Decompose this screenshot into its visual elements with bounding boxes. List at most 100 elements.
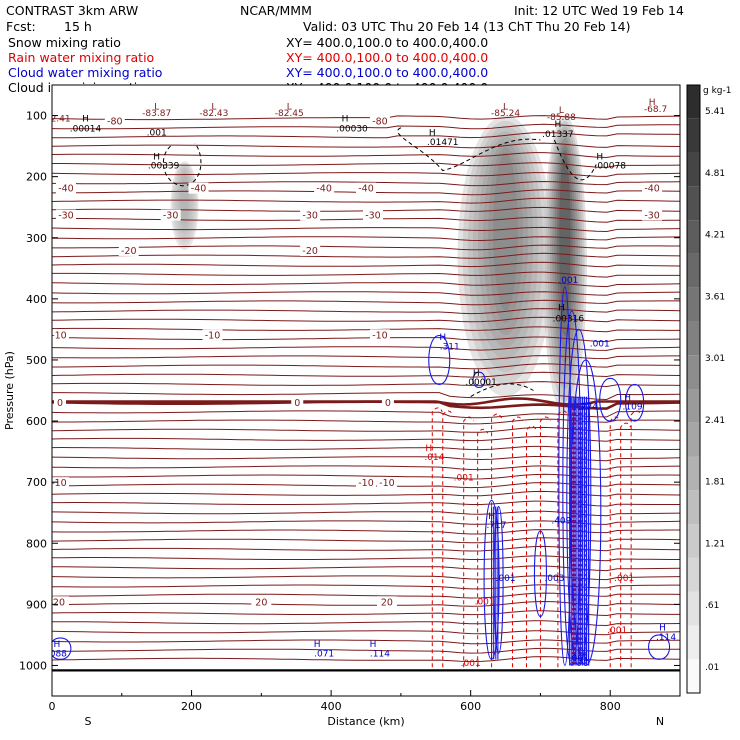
isotherm-label-bg bbox=[55, 209, 76, 221]
extremum-label: .088 bbox=[47, 649, 67, 659]
isotherm bbox=[52, 132, 680, 139]
extremum-label: .01337 bbox=[542, 130, 574, 140]
extremum-label: .001 bbox=[558, 276, 578, 286]
extremum-label: .114 bbox=[370, 649, 390, 659]
freezing-level-label: 0 bbox=[294, 398, 300, 409]
isotherm bbox=[52, 197, 680, 204]
contour-labels: -80 -80 -40 -40 -40 -40 -40 -30 -30 -30 -30 -30 -20 -… bbox=[47, 98, 676, 669]
isotherm bbox=[52, 271, 680, 278]
isotherm-label: -30 bbox=[163, 211, 179, 222]
colorbar-label: .01 bbox=[705, 663, 719, 673]
isotherm-label-bg bbox=[118, 244, 139, 256]
isotherm-label: -40 bbox=[191, 184, 207, 195]
colorbar-swatch bbox=[687, 321, 700, 356]
isotherm bbox=[52, 162, 680, 168]
colorbar-swatch bbox=[687, 220, 700, 254]
colorbar-swatch bbox=[687, 389, 700, 423]
isotherm bbox=[52, 545, 680, 552]
freezing-label-bg bbox=[291, 397, 304, 409]
y-tick-label: 400 bbox=[26, 293, 47, 306]
colorbar-unit: g kg-1 bbox=[703, 86, 731, 96]
x-tick-label: 400 bbox=[321, 700, 342, 713]
extremum-label: H bbox=[659, 624, 666, 634]
isotherm bbox=[52, 244, 680, 251]
isotherm-label: -10 bbox=[358, 478, 374, 489]
rain-contour bbox=[525, 425, 537, 668]
x-tick-label: 600 bbox=[460, 700, 481, 713]
extremum-label: H bbox=[624, 393, 631, 403]
isotherm bbox=[52, 647, 680, 654]
extremum-label: .001 bbox=[475, 597, 495, 607]
y-tick-label: 900 bbox=[26, 598, 47, 611]
org-label: NCAR/MMM bbox=[240, 3, 312, 18]
isotherm bbox=[52, 336, 680, 343]
extremum-label: H bbox=[473, 369, 480, 379]
cloud-water-contour bbox=[472, 371, 486, 388]
field-xy: XY= 400.0,100.0 to 400.0,400.0 bbox=[286, 35, 488, 50]
freezing-label-bg bbox=[54, 397, 66, 409]
rain-contour bbox=[463, 416, 475, 668]
isotherm bbox=[52, 281, 680, 288]
extremum-label: L bbox=[503, 102, 508, 112]
extremum-label: .001 bbox=[590, 340, 610, 350]
colorbar-label: 3.61 bbox=[705, 292, 725, 302]
extremum-label: H bbox=[153, 153, 160, 163]
colorbar-swatch bbox=[687, 186, 700, 221]
extremum-label: H bbox=[314, 640, 321, 650]
extremum-label: L bbox=[287, 102, 292, 112]
extremum-label: .001 bbox=[607, 626, 627, 636]
y-tick-label: 200 bbox=[26, 171, 47, 184]
extremum-label: L bbox=[211, 102, 216, 112]
isotherm bbox=[52, 172, 680, 177]
cloud-water-contour bbox=[599, 377, 622, 422]
isotherm-label: -40 bbox=[316, 184, 332, 195]
isotherm bbox=[52, 418, 680, 425]
isotherm-label-bg bbox=[202, 329, 223, 341]
isotherm bbox=[52, 115, 680, 121]
isotherm-label-bg bbox=[369, 115, 390, 127]
isotherm bbox=[52, 639, 680, 645]
extremum-label: .00014 bbox=[70, 124, 102, 134]
snow-shade-band bbox=[559, 154, 571, 324]
colorbar-label: 3.01 bbox=[705, 354, 725, 364]
rain-contour bbox=[512, 416, 523, 668]
extremum-label: L bbox=[559, 106, 564, 116]
y-axis-title: Pressure (hPa) bbox=[3, 351, 16, 430]
isotherm-label: 20 bbox=[53, 597, 65, 608]
extremum-label: .00339 bbox=[148, 162, 180, 172]
colorbar-swatch bbox=[687, 591, 700, 626]
isotherm bbox=[52, 490, 680, 497]
extremum-label: H bbox=[429, 129, 436, 139]
cloud-ice-contour bbox=[553, 139, 597, 181]
colorbar: g kg-1 .01 .61 1.21 1.81 2.41 3.01 3.61 4.21 4.81… bbox=[686, 84, 731, 694]
colorbar-swatch bbox=[687, 253, 700, 288]
isotherm-label: 20 bbox=[255, 597, 267, 608]
extremum-label: H bbox=[558, 303, 565, 313]
plot-frame bbox=[51, 84, 681, 697]
extremum-label: .224 bbox=[578, 402, 598, 412]
extremum-label: .001 bbox=[454, 473, 474, 483]
colorbar-label: 5.41 bbox=[705, 107, 725, 117]
rain-contour bbox=[442, 410, 454, 668]
colorbar-label: .61 bbox=[705, 601, 719, 611]
isotherm-label: -40 bbox=[58, 184, 74, 195]
extremum-label: .003 bbox=[544, 574, 564, 584]
isotherm bbox=[52, 510, 680, 517]
rain-contour bbox=[431, 407, 443, 668]
y-tick-label: 600 bbox=[26, 415, 47, 428]
extremum-label: H bbox=[425, 444, 432, 454]
isotherm bbox=[52, 584, 680, 590]
colorbar-swatch bbox=[687, 422, 700, 457]
extremum-label: .00030 bbox=[336, 124, 368, 134]
isotherm bbox=[52, 180, 680, 187]
isotherm bbox=[52, 142, 680, 149]
rain-contour bbox=[539, 416, 551, 668]
isotherm bbox=[52, 410, 680, 419]
cloud-ice-contour bbox=[162, 142, 202, 187]
isotherm bbox=[52, 381, 680, 388]
isotherm-label: -30 bbox=[302, 211, 318, 222]
colorbar-swatch bbox=[687, 287, 700, 322]
freezing-level-label: 0 bbox=[385, 398, 391, 409]
